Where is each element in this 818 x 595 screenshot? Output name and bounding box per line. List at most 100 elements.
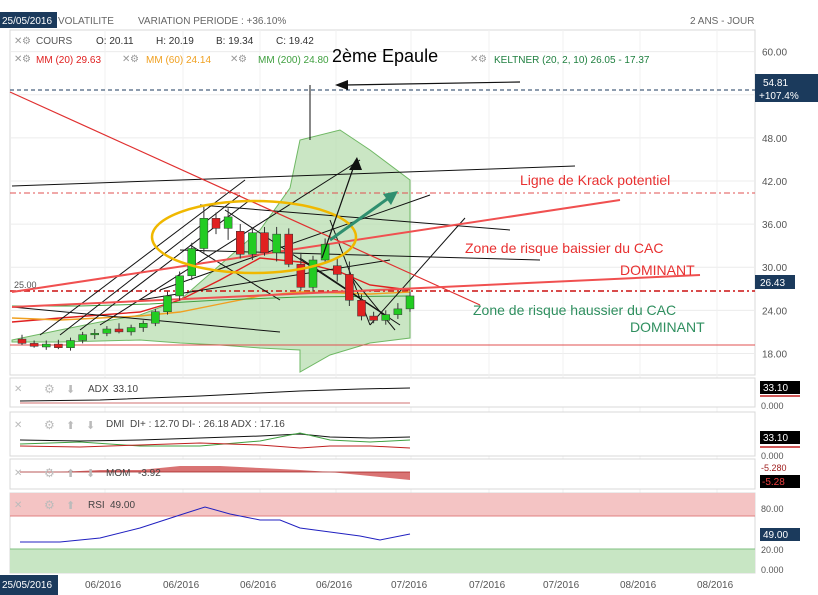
candle-body-down <box>333 265 342 275</box>
close-icon[interactable]: ✕ <box>14 420 22 431</box>
candle <box>260 226 269 256</box>
date-tag-bg <box>0 12 57 28</box>
move-down-icon[interactable]: ⬇ <box>86 468 95 480</box>
candle <box>66 337 75 351</box>
x-tick-label: 06/2016 <box>240 580 277 591</box>
x-tick-label: 06/2016 <box>163 580 200 591</box>
dmi-plus-line <box>19 432 411 447</box>
close-icon[interactable]: ✕ <box>14 36 22 47</box>
candle <box>102 326 112 337</box>
candle <box>211 212 221 235</box>
trendline-top <box>11 165 576 187</box>
x-tick-label: 08/2016 <box>620 580 657 591</box>
gear-icon[interactable]: ⚙ <box>44 382 55 396</box>
candle-body-up <box>393 308 403 315</box>
dmi-zero: 0.000 <box>761 451 784 461</box>
mom-value: -3.92 <box>138 468 161 479</box>
ohlc-close: C: 19.42 <box>276 36 314 47</box>
close-icon[interactable]: ✕ <box>230 54 238 65</box>
x-tick-label: 07/2016 <box>391 580 428 591</box>
candle-body-down <box>29 343 39 347</box>
move-up-icon[interactable]: ⬆ <box>66 500 75 512</box>
close-icon[interactable]: ✕ <box>14 500 22 511</box>
price-tag-last: 26.43 <box>760 278 785 289</box>
green-arrow <box>329 191 398 242</box>
legend-mm20: MM (20) 29.63 <box>36 55 101 66</box>
candle <box>126 324 136 336</box>
ohlc-low: B: 19.34 <box>216 36 254 47</box>
black-arrow-up <box>321 157 362 259</box>
move-down-icon[interactable]: ⬇ <box>66 384 75 396</box>
rsi-line <box>20 506 411 543</box>
annotation-baissier-2: DOMINANT <box>620 262 695 278</box>
move-up-icon[interactable]: ⬆ <box>66 468 75 480</box>
gear-icon[interactable]: ⚙ <box>22 36 31 47</box>
x-tick-label: 07/2016 <box>469 580 506 591</box>
candle-body-up <box>272 233 281 254</box>
gear-icon[interactable]: ⚙ <box>44 498 55 512</box>
red-line-lower <box>11 274 701 308</box>
legend-mm60: MM (60) 24.14 <box>146 55 211 66</box>
close-icon[interactable]: ✕ <box>14 468 22 479</box>
y-tick-label: 60.00 <box>762 48 787 59</box>
trendline-m <box>79 199 251 331</box>
ohlc-high: H: 20.19 <box>156 36 194 47</box>
candle-body-up <box>126 327 136 333</box>
legend-cours[interactable]: ✕ ⚙ COURS O: 20.11 H: 20.19 B: 19.34 C: … <box>14 36 314 47</box>
adx-zero: 0.000 <box>761 401 784 411</box>
candle <box>345 261 354 306</box>
candle-body-up <box>248 232 257 255</box>
dmi-pane <box>9 411 756 457</box>
y-tick-label: 48.00 <box>762 134 787 145</box>
candle-body-down <box>211 218 221 229</box>
candle <box>272 226 281 262</box>
annotation-haussier-1: Zone de risque haussier du CAC <box>473 302 676 318</box>
annotation-krack: Ligne de Krack potentiel <box>520 172 670 188</box>
candle <box>223 208 233 240</box>
gear-icon[interactable]: ⚙ <box>238 54 247 65</box>
candle-body-up <box>151 311 160 324</box>
gear-icon[interactable]: ⚙ <box>44 466 55 480</box>
gear-icon[interactable]: ⚙ <box>130 54 139 65</box>
close-icon[interactable]: ✕ <box>122 54 130 65</box>
adx-label: ADX <box>88 384 109 395</box>
dmi-minus-line <box>19 442 411 449</box>
mom-neg: -5.280 <box>761 463 787 473</box>
move-down-icon[interactable]: ⬇ <box>86 420 95 432</box>
dmi-tag: 33.10 <box>763 433 788 444</box>
move-up-icon[interactable]: ⬆ <box>66 420 75 432</box>
gear-icon[interactable]: ⚙ <box>478 54 487 65</box>
candle-body-down <box>357 300 366 317</box>
title-fragment: VOLATILITE <box>58 16 114 27</box>
gear-icon[interactable]: ⚙ <box>22 54 31 65</box>
candle-body-up <box>139 323 148 328</box>
date-axis: 06/2016 06/2016 06/2016 06/2016 07/2016 07/20… <box>85 580 734 591</box>
adx-value: 33.10 <box>113 384 138 395</box>
rsi-oversold-zone <box>10 549 755 573</box>
adx-tag: 33.10 <box>763 383 788 394</box>
candle-body-up <box>42 343 51 348</box>
shoulder-ellipse <box>150 199 358 275</box>
candle-body-down <box>114 328 124 333</box>
candle-body-down <box>296 264 306 288</box>
candle-body-down <box>236 231 245 255</box>
trendline-c <box>99 159 361 326</box>
x-tick-label: 08/2016 <box>697 580 734 591</box>
candle-body-up <box>175 275 184 297</box>
annotation-epaule: 2ème Epaule <box>332 46 438 66</box>
gear-icon[interactable]: ⚙ <box>44 418 55 432</box>
candle <box>405 291 415 312</box>
trendline-l <box>349 274 396 331</box>
mom-label: MOM <box>106 468 130 479</box>
candles <box>17 206 415 351</box>
rsi-label: RSI <box>88 500 105 511</box>
candle-body-up <box>78 334 87 341</box>
annotation-baissier-1: Zone de risque baissier du CAC <box>465 240 663 256</box>
legend-moving-averages[interactable]: ✕ ⚙ MM (20) 29.63 ✕ ⚙ MM (60) 24.14 ✕ ⚙ … <box>14 54 650 66</box>
candle-body-up <box>320 243 330 261</box>
y-tick-label: 18.00 <box>762 349 787 360</box>
dmi-value: DI+ : 12.70 DI- : 26.18 ADX : 17.16 <box>130 419 285 430</box>
close-icon[interactable]: ✕ <box>14 384 22 395</box>
close-icon[interactable]: ✕ <box>470 54 478 65</box>
close-icon[interactable]: ✕ <box>14 54 22 65</box>
